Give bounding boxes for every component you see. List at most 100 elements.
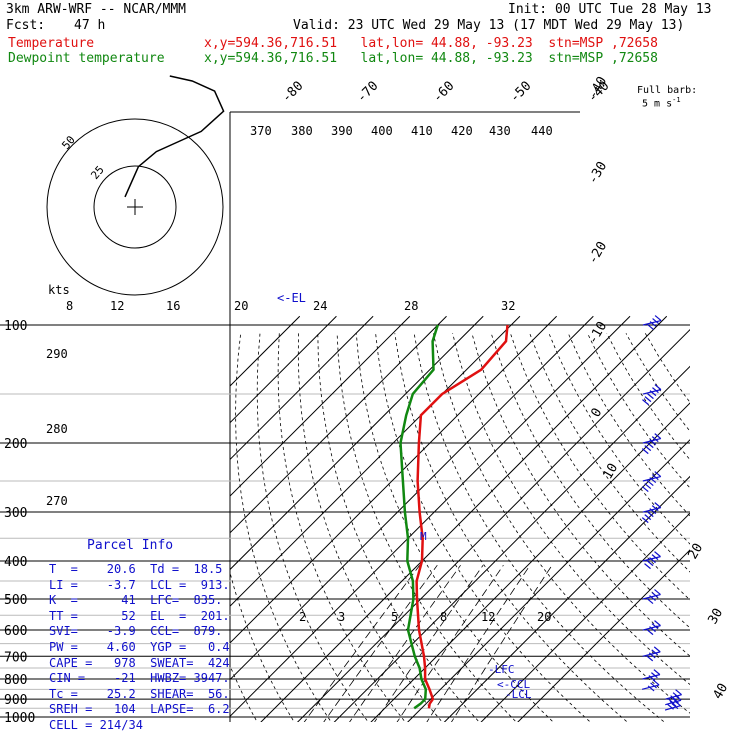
- hodograph-speed-tick: 32: [501, 299, 515, 313]
- temperature-axis-label: -10: [585, 319, 610, 347]
- wind-barb-flag: [654, 433, 662, 440]
- wind-barb-flag: [671, 703, 679, 710]
- parcel-info-row: K = 41 LFC= 835.: [49, 593, 223, 608]
- wind-barb-flag: [646, 629, 654, 636]
- wind-barb-flag: [644, 396, 652, 403]
- isotherm-line: [230, 315, 521, 607]
- hodograph-speed-tick: 8: [66, 299, 73, 313]
- wind-barb-flag: [649, 508, 657, 515]
- top-isotherm-label: -50: [507, 79, 534, 106]
- wind-barb-flag: [651, 474, 659, 481]
- forecast-label: Fcst:: [6, 18, 46, 33]
- theta-label: 420: [451, 124, 473, 138]
- hodograph-ring-label: 25: [88, 163, 106, 182]
- wind-barb-flag: [672, 697, 679, 704]
- wind-barb-flag: [669, 700, 677, 707]
- wind-barb-flag: [672, 692, 680, 699]
- isotherm-line: [230, 315, 484, 571]
- wind-barb-flag: [649, 390, 657, 397]
- mixing-ratio-label: 8: [440, 610, 447, 624]
- theta-label: 380: [291, 124, 313, 138]
- mixing-ratio-line: [426, 564, 531, 722]
- theta-label: 400: [371, 124, 393, 138]
- pressure-tick-label: 800: [4, 673, 27, 688]
- parcel-info-row: CELL = 214/34: [49, 718, 143, 732]
- wind-barb-flag: [649, 321, 657, 328]
- pressure-tick-label: 100: [4, 319, 27, 334]
- legend-dewpoint-info: x,y=594.36,716.51 lat,lon= 44.88, -93.23…: [204, 51, 658, 66]
- temperature-axis-label: 40: [710, 681, 731, 702]
- dry-adiabat-line: [490, 333, 690, 629]
- parcel-info-row: PW = 4.60 YGP = 0.4: [49, 640, 230, 654]
- isotherm-line: [260, 315, 668, 722]
- temperature-curve: [415, 324, 509, 709]
- parcel-info-row: Tc = 25.2 SHEAR= 56.: [49, 686, 230, 701]
- barb-key-title: Full barb:: [637, 85, 698, 96]
- parcel-info-row: SREH = 104 LAPSE= 6.2: [49, 702, 230, 717]
- dry-adiabat-line: [644, 333, 690, 404]
- wind-barb-flag: [646, 598, 654, 605]
- hodograph-trace: [124, 75, 225, 198]
- pressure-tick-label: 500: [4, 593, 27, 608]
- hodograph-speed-tick: 20: [234, 299, 248, 313]
- hodograph-speed-tick: 16: [166, 299, 180, 313]
- dry-adiabat-line: [317, 333, 480, 722]
- isotherm-line: [230, 315, 374, 461]
- isotherm-line: [407, 439, 690, 722]
- hodograph-speed-tick: 24: [313, 299, 327, 313]
- wind-barb-flag: [654, 620, 661, 627]
- parcel-info-row: TT = 52 EL = 201.: [49, 608, 230, 623]
- isotherm-line: [230, 315, 631, 718]
- parcel-info-row: T = 20.6 Td = 18.5: [49, 562, 223, 576]
- temperature-axis-label: 30: [705, 606, 726, 627]
- isotherm-line: [230, 315, 447, 534]
- wind-barb-flag: [654, 502, 662, 509]
- isotherm-line: [230, 315, 557, 644]
- dry-adiabat-line: [548, 333, 690, 545]
- mixing-ratio-label: 12: [481, 610, 495, 624]
- legend-temperature-info: x,y=594.36,716.51 lat,lon= 44.88, -93.23…: [204, 36, 658, 51]
- hodograph-unit: kts: [48, 283, 70, 297]
- theta-label: 430: [489, 124, 511, 138]
- hodograph-speed-tick: 12: [110, 299, 124, 313]
- dry-adiabat-line: [256, 333, 369, 722]
- dry-adiabat-line: [375, 333, 591, 722]
- wind-barb-flag: [651, 436, 659, 443]
- theta-label: 390: [331, 124, 353, 138]
- legend-temperature-name: Temperature: [8, 36, 95, 51]
- el-marker: <-EL: [277, 291, 306, 305]
- dry-adiabat-line: [394, 333, 628, 722]
- wind-barb-flag: [646, 442, 654, 449]
- mixing-ratio-line: [451, 564, 553, 722]
- wind-barb-column: [641, 315, 682, 711]
- hodograph-ring-25: [93, 165, 177, 249]
- dry-adiabat-line: [297, 333, 443, 722]
- wind-barb-flag: [652, 318, 659, 325]
- wind-barb-flag: [649, 595, 656, 602]
- wind-barb-flag: [641, 448, 649, 455]
- dry-adiabat-line: [413, 333, 665, 722]
- dry-adiabat-line: [567, 333, 690, 517]
- wind-barb-flag: [646, 655, 654, 662]
- wind-barb-flag: [642, 399, 649, 406]
- wind-barb-flag: [667, 703, 674, 710]
- dry-adiabat-line: [235, 333, 332, 722]
- wind-barb-flag: [654, 315, 662, 322]
- wind-barb-flag: [649, 439, 657, 446]
- forecast-hours: 47 h: [74, 18, 106, 33]
- wind-barb-flag: [647, 324, 654, 331]
- dry-adiabat-line: [277, 333, 406, 722]
- parcel-info-row: CAPE = 978 SWEAT= 424: [49, 655, 230, 670]
- wind-barb-flag: [652, 387, 659, 394]
- m-marker: M: [420, 530, 427, 543]
- wind-barb-flag: [654, 551, 661, 558]
- dry-adiabat-line: [510, 333, 690, 601]
- wind-barb-flag: [652, 679, 660, 686]
- wind-barb-flag: [651, 505, 659, 512]
- wind-barb-flag: [646, 480, 654, 487]
- theta-label: 410: [411, 124, 433, 138]
- dry-adiabat-line: [230, 570, 295, 722]
- model-title: 3km ARW-WRF -- NCAR/MMM: [6, 2, 187, 17]
- dry-adiabat-line: [452, 333, 690, 686]
- isotherm-line: [370, 402, 690, 722]
